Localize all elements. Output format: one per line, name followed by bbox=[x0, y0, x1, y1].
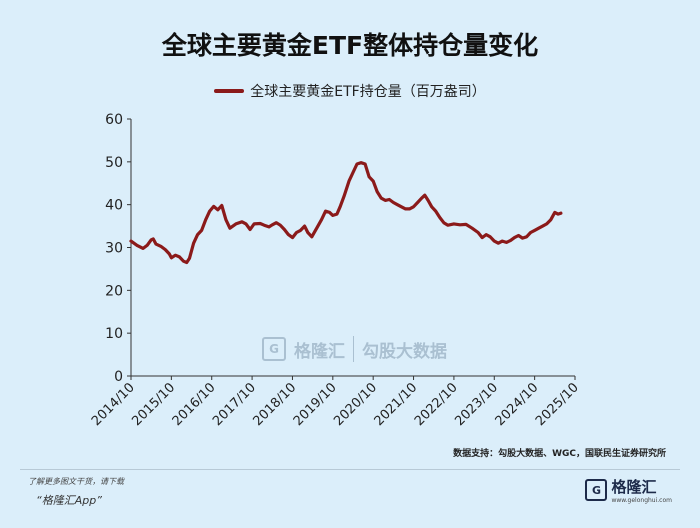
series-line bbox=[129, 161, 563, 265]
chart-title: 全球主要黄金ETF整体持仓量变化 bbox=[161, 31, 539, 60]
x-tick-label: 2014/10 bbox=[89, 380, 138, 429]
watermark-brand-text: 勾股大数据 bbox=[362, 341, 447, 362]
legend-swatch bbox=[214, 89, 245, 93]
data-source: 数据支持：勾股大数据、WGC，国联民生证券研究所 bbox=[453, 449, 666, 459]
footer-note: 了解更多图文干货，请下载 bbox=[28, 477, 124, 486]
x-tick-label: 2025/10 bbox=[533, 380, 582, 429]
x-tick-label: 2020/10 bbox=[331, 380, 380, 429]
x-tick-label: 2021/10 bbox=[372, 380, 421, 429]
x-tick-label: 2019/10 bbox=[291, 380, 340, 429]
logo-icon: G bbox=[585, 479, 608, 501]
watermark-logo-icon: G bbox=[262, 337, 286, 361]
chart-legend: 全球主要黄金ETF持仓量（百万盎司） bbox=[0, 81, 700, 101]
x-tick-label: 2018/10 bbox=[250, 380, 299, 429]
footer-app-name: “格隆汇App” bbox=[36, 494, 102, 507]
footer-logo-text: 格隆汇 bbox=[611, 478, 657, 496]
x-tick-label: 2015/10 bbox=[129, 380, 178, 429]
legend-label: 全球主要黄金ETF持仓量（百万盎司） bbox=[250, 84, 486, 100]
footer-logo-group: 格隆汇 www.gelonghui.com bbox=[611, 476, 672, 504]
x-tick-label: 2023/10 bbox=[452, 380, 501, 429]
x-tick-label: 2017/10 bbox=[210, 380, 259, 429]
x-tick-label: 2016/10 bbox=[170, 380, 219, 429]
watermark-logo-text: 格隆汇 bbox=[294, 341, 345, 362]
y-tick-label: 60 bbox=[105, 112, 123, 128]
chart-axes bbox=[130, 119, 575, 377]
x-tick-label: 2024/10 bbox=[493, 380, 542, 429]
footer-divider bbox=[20, 469, 680, 470]
line-chart: 0 10 20 30 40 50 60 2014/102015/102016/102017/1… bbox=[89, 112, 582, 429]
y-tick-label: 10 bbox=[105, 326, 123, 342]
y-tick-label: 40 bbox=[105, 198, 123, 214]
chart-series bbox=[129, 161, 563, 265]
y-tick-label: 20 bbox=[105, 283, 123, 299]
footer-logo: G 格隆汇 www.gelonghui.com bbox=[585, 476, 672, 504]
y-tick-label: 30 bbox=[105, 241, 123, 257]
footer-logo-sub: www.gelonghui.com bbox=[611, 497, 672, 504]
watermark: G 格隆汇 勾股大数据 bbox=[262, 336, 447, 362]
chart-ticks: 0 10 20 30 40 50 60 2014/102015/102016/102017/1… bbox=[89, 112, 582, 429]
y-tick-label: 50 bbox=[105, 155, 123, 171]
x-tick-label: 2022/10 bbox=[412, 380, 461, 429]
y-tick-label: 0 bbox=[114, 369, 123, 385]
watermark-divider bbox=[353, 336, 354, 362]
